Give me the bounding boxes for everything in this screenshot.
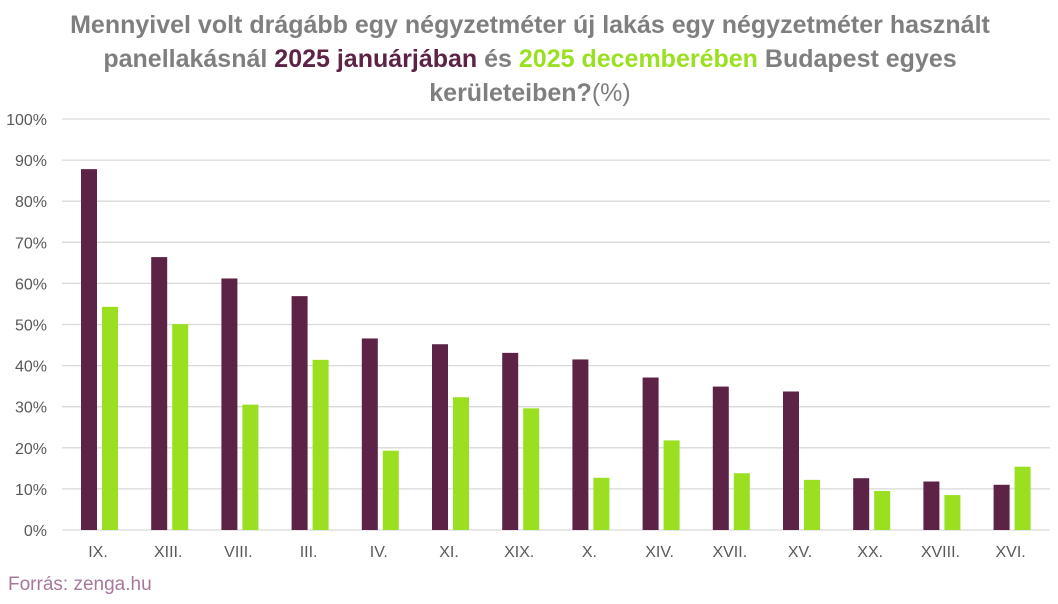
bar-series1-XV bbox=[783, 391, 799, 530]
y-tick-label: 50% bbox=[15, 318, 47, 335]
bar-series1-XX bbox=[853, 478, 870, 530]
x-tick-label: XVII. bbox=[712, 544, 747, 561]
y-tick-label: 100% bbox=[6, 112, 47, 129]
bar-series1-VIII bbox=[221, 278, 238, 530]
bar-series1-IX bbox=[81, 169, 97, 530]
title-connector: és bbox=[484, 45, 512, 73]
y-tick-label: 0% bbox=[24, 523, 47, 540]
x-tick-label: XVI. bbox=[995, 544, 1025, 561]
x-tick-label: XX. bbox=[857, 544, 883, 561]
bar-series1-XVIII bbox=[923, 481, 940, 530]
y-tick-label: 10% bbox=[15, 482, 47, 499]
bar-series2-XX bbox=[874, 490, 891, 530]
y-tick-label: 30% bbox=[15, 400, 47, 417]
x-tick-label: XIII. bbox=[154, 544, 182, 561]
bar-series2-X bbox=[593, 477, 610, 530]
bar-series1-X bbox=[572, 359, 589, 530]
bar-series2-XI bbox=[453, 397, 469, 530]
x-tick-label: III. bbox=[300, 544, 318, 561]
title-series2: 2025 decemberében bbox=[518, 45, 758, 73]
bar-series2-XIX bbox=[523, 408, 540, 530]
x-tick-label: IX. bbox=[88, 544, 108, 561]
bar-series1-XIX bbox=[502, 352, 519, 530]
bar-series2-IV bbox=[382, 450, 399, 530]
y-tick-label: 80% bbox=[15, 194, 47, 211]
bar-series1-IV bbox=[361, 338, 378, 530]
title-series1: 2025 januárjában bbox=[274, 45, 478, 73]
bar-series2-III bbox=[312, 359, 329, 530]
bar-series1-XIV bbox=[642, 377, 659, 530]
title-part1: Mennyivel volt drágább egy négyzetméter … bbox=[70, 11, 990, 73]
source-note: Forrás: zenga.hu bbox=[8, 574, 152, 595]
bar-series2-XVI bbox=[1014, 466, 1031, 530]
bar-series2-VIII bbox=[242, 404, 259, 530]
y-tick-label: 20% bbox=[15, 441, 47, 458]
y-tick-label: 70% bbox=[15, 235, 47, 252]
y-tick-label: 60% bbox=[15, 276, 47, 293]
x-tick-label: XI. bbox=[439, 544, 459, 561]
bar-series1-XVII bbox=[712, 386, 729, 530]
x-tick-label: XIX. bbox=[504, 544, 534, 561]
bar-series2-XIII bbox=[172, 324, 189, 530]
bar-series2-XV bbox=[804, 479, 820, 530]
x-tick-label: XIV. bbox=[645, 544, 674, 561]
x-tick-label: VIII. bbox=[224, 544, 252, 561]
y-tick-label: 40% bbox=[15, 359, 47, 376]
bar-series1-III bbox=[291, 296, 308, 530]
bar-series2-XVII bbox=[733, 473, 750, 530]
bar-series1-XVI bbox=[993, 484, 1010, 530]
bar-series1-XI bbox=[432, 344, 448, 530]
x-tick-label: XV. bbox=[788, 544, 812, 561]
x-tick-label: IV. bbox=[370, 544, 388, 561]
x-tick-label: X. bbox=[582, 544, 597, 561]
title-unit: (%) bbox=[591, 79, 631, 107]
bar-series2-XVIII bbox=[944, 495, 961, 530]
chart-title: Mennyivel volt drágább egy négyzetméter … bbox=[60, 8, 1000, 110]
y-tick-label: 90% bbox=[15, 153, 47, 170]
title-part2: Budapest egyes kerületeiben? bbox=[429, 45, 957, 107]
bar-series1-XIII bbox=[151, 257, 168, 530]
bar-series2-XIV bbox=[663, 440, 680, 530]
bar-series2-IX bbox=[102, 306, 118, 530]
x-tick-label: XVIII. bbox=[921, 544, 960, 561]
